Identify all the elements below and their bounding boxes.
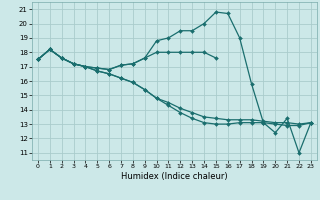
X-axis label: Humidex (Indice chaleur): Humidex (Indice chaleur) [121,172,228,181]
